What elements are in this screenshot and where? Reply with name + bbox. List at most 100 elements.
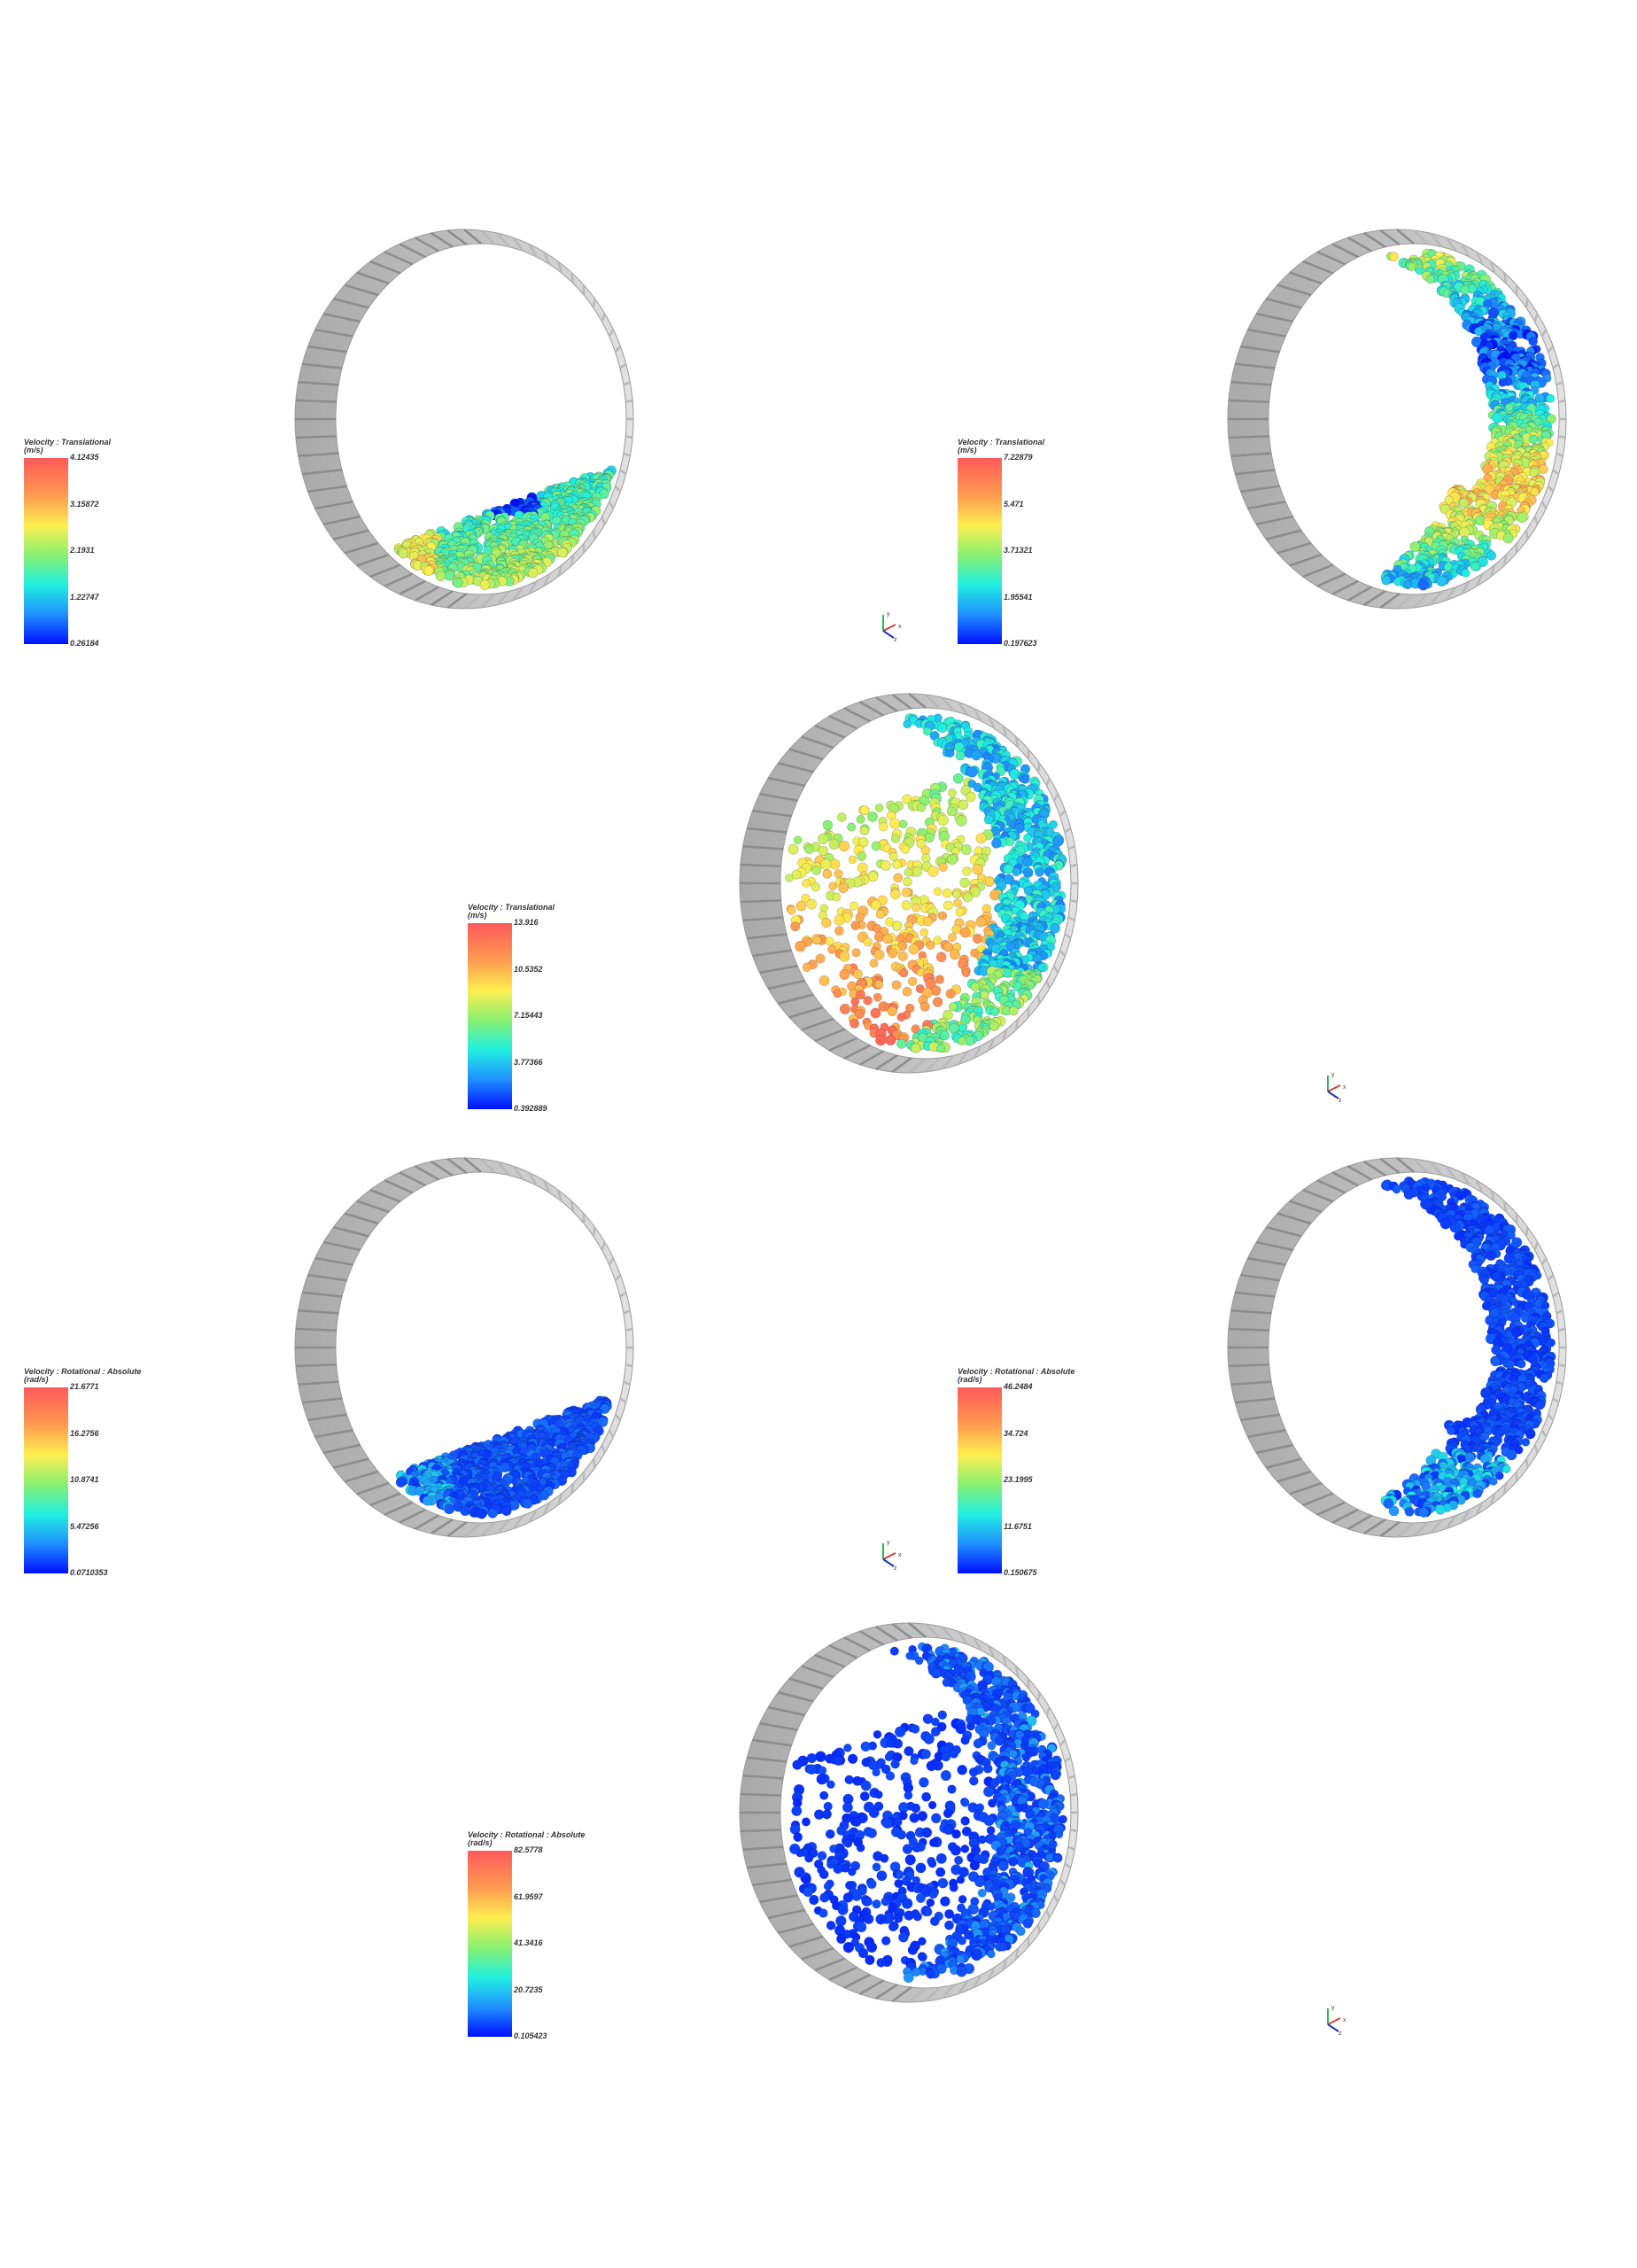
particle: [885, 1771, 896, 1781]
particle: [867, 812, 878, 822]
particle-bed: [1380, 248, 1556, 591]
particle: [955, 750, 966, 761]
particle: [957, 1765, 967, 1775]
particle: [949, 949, 960, 960]
particle: [975, 833, 987, 844]
particle: [806, 1752, 818, 1764]
particle: [989, 1021, 1000, 1031]
particle: [1022, 856, 1033, 867]
drum-ridge: [1557, 399, 1566, 403]
drum-ridge: [431, 232, 454, 248]
drum-ridge: [623, 381, 631, 386]
particle: [833, 1755, 844, 1766]
particle: [821, 917, 832, 928]
drum-ridge: [314, 328, 353, 338]
particle: [1388, 1505, 1400, 1517]
particle: [914, 1656, 924, 1666]
drum-ridge: [625, 435, 633, 439]
particle: [850, 920, 861, 931]
drum-ridge: [1069, 899, 1078, 904]
drum-ridge: [463, 229, 482, 245]
drum-ridge: [1557, 1363, 1566, 1368]
particle: [947, 933, 957, 943]
particle: [1019, 912, 1028, 920]
drum-ridge: [446, 593, 468, 609]
particle: [935, 951, 947, 963]
drum-ridge: [298, 452, 339, 457]
particle: [953, 898, 962, 908]
drum-ridge: [556, 260, 563, 274]
particle: [850, 901, 859, 911]
particle: [863, 996, 873, 1006]
drum-ridge: [570, 272, 575, 284]
particle: [972, 863, 983, 875]
drum-ridge: [479, 229, 496, 245]
particle: [903, 876, 912, 887]
drum-ridge: [1228, 1327, 1269, 1332]
particle: [941, 1751, 951, 1762]
particle: [1491, 1356, 1501, 1367]
drum-ridge: [479, 593, 496, 609]
particle: [1517, 512, 1528, 524]
particle: [930, 1668, 942, 1679]
particle: [869, 959, 879, 968]
particle: [991, 838, 1002, 849]
particle: [1023, 834, 1032, 843]
particle: [1463, 1451, 1475, 1464]
particle: [848, 855, 857, 865]
drum-ridge: [322, 312, 361, 323]
particle: [936, 1044, 946, 1053]
particle: [887, 1006, 897, 1017]
particle: [811, 866, 821, 875]
particle-bed: [785, 713, 1067, 1053]
particle: [1546, 393, 1556, 403]
particle: [790, 921, 801, 932]
drum-ridge: [592, 299, 596, 308]
particle: [920, 1749, 932, 1759]
particle: [919, 1001, 930, 1012]
particle: [487, 1508, 498, 1518]
particle: [885, 1034, 896, 1046]
particle: [873, 1729, 882, 1739]
particle: [863, 937, 873, 947]
particle: [960, 843, 972, 856]
particle: [852, 968, 863, 979]
particle: [1021, 1752, 1031, 1762]
particle: [1381, 575, 1392, 586]
particle: [806, 1764, 818, 1775]
drum-ridge: [295, 435, 337, 439]
particle: [972, 933, 983, 944]
particle: [987, 1741, 997, 1751]
drum-ridge: [344, 284, 379, 297]
particle: [855, 990, 865, 1000]
particle: [902, 987, 912, 997]
particle: [940, 1769, 951, 1782]
particle: [802, 962, 812, 973]
drum-ridge: [298, 381, 339, 386]
particle: [795, 900, 807, 912]
drum-ridge: [1069, 863, 1078, 867]
particle: [816, 1774, 828, 1785]
particle: [1392, 1184, 1401, 1194]
particle: [878, 821, 888, 832]
drum-ridge: [295, 399, 337, 403]
particle: [962, 866, 972, 876]
particle: [942, 888, 952, 898]
particle: [1439, 1218, 1452, 1230]
particle: [1488, 1477, 1498, 1486]
particle: [897, 951, 908, 961]
particle: [901, 900, 912, 911]
drum-ridge: [512, 237, 524, 252]
drum-ridge: [1228, 1363, 1269, 1368]
particle: [937, 1710, 948, 1720]
particle: [873, 992, 882, 1002]
particle: [889, 818, 901, 829]
particle: [828, 882, 838, 891]
particle: [910, 1724, 920, 1734]
drum-ridge: [463, 594, 482, 610]
particle: [958, 1037, 967, 1046]
particle: [945, 748, 955, 758]
particle: [935, 975, 945, 984]
particle: [787, 843, 799, 855]
particle: [834, 869, 843, 879]
